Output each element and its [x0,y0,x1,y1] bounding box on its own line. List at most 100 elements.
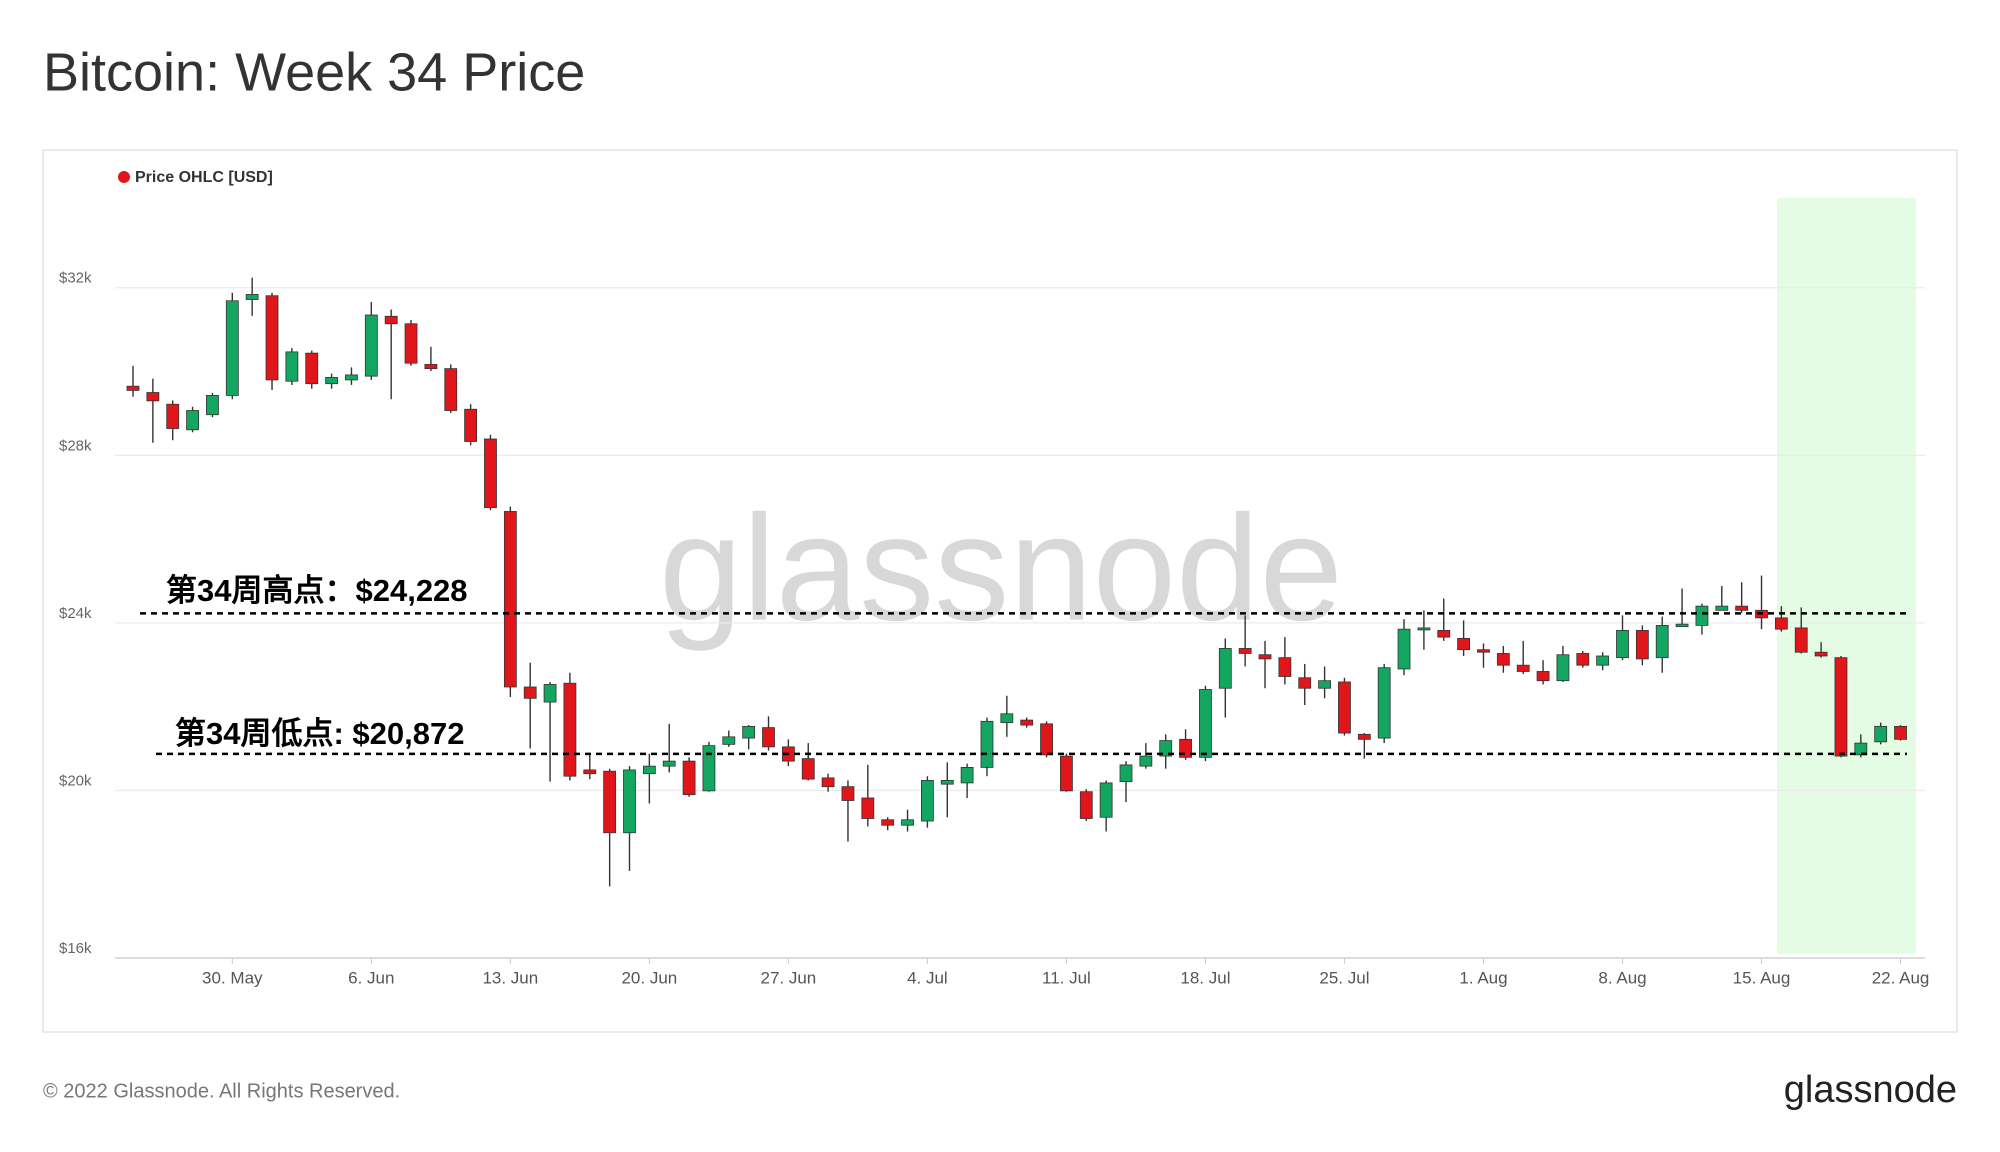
candle-body [1020,719,1034,726]
candle-body [206,395,219,416]
candle-body [881,819,895,826]
candle-body [642,765,656,775]
watermark: glassnode [659,484,1343,652]
x-tick-label: 18. Jul [1180,968,1230,987]
candle-body [543,684,557,703]
candle-body [126,385,140,391]
x-tick-label: 20. Jun [621,968,677,987]
candle-body [404,323,418,364]
candle-body [921,779,934,822]
y-tick-label: $24k [59,605,92,622]
candle-body [1298,677,1312,689]
candle-body [980,720,994,768]
candle-body [1516,664,1530,672]
candle-body [325,377,339,385]
candle-body [940,779,954,785]
candle-body [1735,605,1749,611]
candle-body [702,745,716,792]
candle-body [424,364,438,370]
candle-body [1675,623,1689,628]
candle-body [1874,725,1888,743]
y-tick-label: $32k [59,270,92,287]
candle-body [682,760,696,796]
candle-body [444,368,458,411]
candle-body [960,767,974,784]
candle-body [225,300,239,396]
candle-body [1655,625,1669,659]
x-tick-label: 30. May [202,968,263,987]
x-tick-label: 8. Aug [1598,968,1646,987]
x-tick-label: 27. Jun [760,968,816,987]
candle-body [1258,654,1272,660]
candle-body [345,374,358,381]
candle-body [1596,655,1610,666]
candle-body [1894,725,1907,740]
footer: © 2022 Glassnode. All Rights Reserved. [43,1080,400,1102]
candle-body [1477,649,1490,653]
candle-body [1278,657,1292,677]
x-tick-label: 25. Jul [1319,968,1369,987]
x-tick-label: 1. Aug [1459,968,1507,987]
candle-body [1338,681,1351,734]
candle-body [1238,648,1252,654]
candle-body [1199,689,1212,758]
candle-body [305,352,319,385]
annotation-text: 第34周低点: $20,872 [175,716,464,751]
candle-body [186,410,199,431]
candle-body [1218,648,1232,689]
candle-body [1159,740,1173,757]
candle-body [166,403,180,429]
candle-body [503,511,517,688]
candle-body [1397,628,1411,670]
candle-body [464,408,478,442]
candle-body [841,786,855,801]
y-tick-label: $28k [59,437,92,454]
candle-body [1060,755,1073,792]
x-tick-label: 4. Jul [907,968,948,987]
candle-body [1576,653,1590,666]
candle-body [1715,605,1729,611]
candle-body [384,315,398,325]
candle-body [662,760,676,767]
x-tick-label: 11. Jul [1042,968,1091,987]
candle-body [821,777,835,788]
candle-body [1794,627,1808,653]
candle-body [762,727,775,748]
candle-body [1119,764,1133,783]
candle-body [1417,627,1431,631]
x-tick-label: 6. Jun [348,968,394,987]
candle-body [146,392,160,402]
candle-body [1774,617,1788,630]
candle-body [1457,637,1471,651]
candle-body [861,797,875,819]
candle-body [1854,742,1868,756]
x-tick-label: 15. Aug [1733,968,1791,987]
candle-body [1139,755,1153,767]
candle-body [1616,630,1629,659]
legend-marker [118,171,130,183]
candle-body [1357,733,1371,740]
candle-body [1556,654,1570,682]
candle-body [563,682,577,777]
candle-body [1318,680,1331,689]
candle-body [1099,782,1113,818]
candle-body [265,295,279,381]
x-tick-label: 22. Aug [1872,968,1930,987]
brand-logo: glassnode [1784,1069,1957,1111]
candle-body [1040,723,1053,756]
y-tick-label: $16k [59,940,92,957]
candle-body [1437,630,1451,638]
candle-body [364,314,378,377]
chart-frame [42,149,1958,1033]
candle-body [801,758,815,780]
candle-body [1377,667,1391,739]
candle-body [901,819,914,826]
annotation-text: 第34周高点：$24,228 [166,573,468,608]
candle-body [1496,653,1510,666]
candle-body [583,769,597,775]
candle-body [722,736,736,745]
candle-body [285,351,299,382]
x-tick-label: 13. Jun [482,968,538,987]
